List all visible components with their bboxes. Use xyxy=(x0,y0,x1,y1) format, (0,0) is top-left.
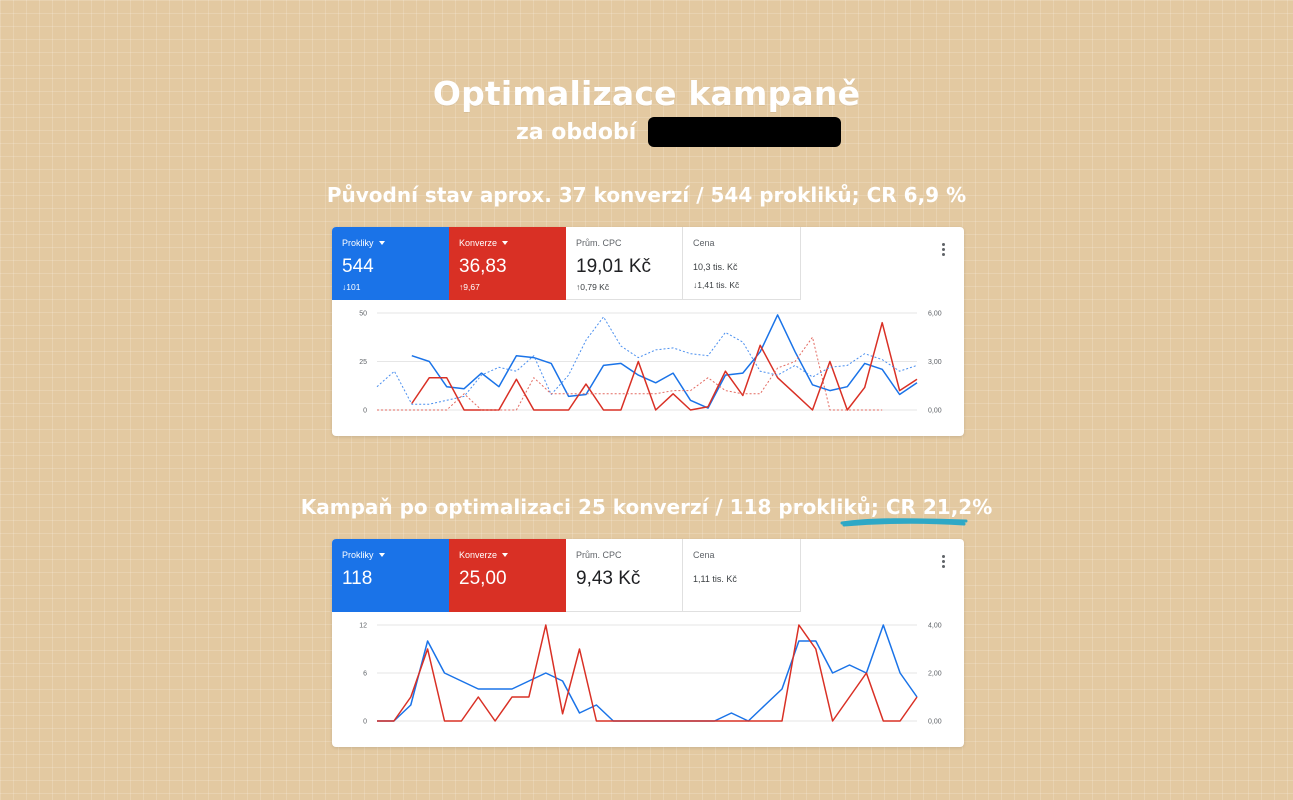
metric-label: Prům. CPC xyxy=(576,238,622,248)
right-tick-label: 3,00 xyxy=(928,359,942,366)
series-line-conversions xyxy=(377,624,918,722)
line-chart-after: 12 4,00 6 2,00 0 0,00 xyxy=(359,623,942,726)
highlight-underline xyxy=(840,518,968,527)
left-tick-label: 6 xyxy=(363,671,367,678)
metric-label: Cena xyxy=(693,238,715,248)
metric-label: Prokliky xyxy=(342,550,374,560)
metric-tile-cost[interactable]: Cena 10,3 tis. Kč ↓1,41 tis. Kč xyxy=(683,227,801,300)
subtitle-row: za období xyxy=(516,114,842,150)
series-line-clicks xyxy=(411,314,918,409)
metric-value: 118 xyxy=(342,568,373,589)
metric-change: ↓1,41 tis. Kč xyxy=(693,280,740,290)
metric-value: 1,11 tis. Kč xyxy=(693,574,737,584)
period-label: za období xyxy=(516,119,637,145)
series-line-comparison-conversions xyxy=(377,336,883,411)
redacted-period xyxy=(648,117,842,147)
left-tick-label: 12 xyxy=(359,623,367,630)
metric-change: ↑9,67 xyxy=(459,282,480,292)
right-tick-label: 4,00 xyxy=(928,623,942,630)
metric-value: 9,43 Kč xyxy=(576,568,641,589)
metric-tile-avg-cpc[interactable]: Prům. CPC 9,43 Kč xyxy=(566,539,683,612)
caret-down-icon[interactable] xyxy=(378,553,385,557)
right-tick-label: 0,00 xyxy=(928,719,942,726)
metric-value: 544 xyxy=(342,256,374,277)
metric-label: Prům. CPC xyxy=(576,550,622,560)
series-line-comparison-clicks xyxy=(376,316,918,405)
metric-label: Konverze xyxy=(459,550,498,560)
left-tick-label: 0 xyxy=(363,408,367,415)
performance-card-before: Prokliky 544 ↓101 Konverze 36,83 ↑9,67 P… xyxy=(332,227,964,436)
metric-change: ↓101 xyxy=(342,282,361,292)
metric-tiles: Prokliky 118 Konverze 25,00 Prům. CPC 9,… xyxy=(332,539,964,612)
metric-tile-conversions[interactable]: Konverze 25,00 xyxy=(449,539,566,612)
page-title: Optimalizace kampaně xyxy=(432,74,861,113)
more-vertical-icon[interactable] xyxy=(942,555,946,570)
metric-change: ↑0,79 Kč xyxy=(576,282,610,292)
caret-down-icon[interactable] xyxy=(378,241,385,245)
right-tick-label: 2,00 xyxy=(928,671,942,678)
metric-value: 19,01 Kč xyxy=(576,256,651,277)
metric-label: Konverze xyxy=(459,238,498,248)
metric-tile-clicks[interactable]: Prokliky 544 ↓101 xyxy=(332,227,449,300)
metric-value: 36,83 xyxy=(459,256,507,277)
caret-down-icon[interactable] xyxy=(502,241,509,245)
metric-value: 25,00 xyxy=(459,568,507,589)
metric-tiles: Prokliky 544 ↓101 Konverze 36,83 ↑9,67 P… xyxy=(332,227,964,300)
line-chart-before: 50 6,00 25 3,00 0 0,00 xyxy=(359,311,942,415)
metric-tile-cost[interactable]: Cena 1,11 tis. Kč xyxy=(683,539,801,612)
left-tick-label: 50 xyxy=(359,311,367,318)
right-tick-label: 6,00 xyxy=(928,311,942,318)
left-tick-label: 25 xyxy=(359,359,367,366)
metric-tile-clicks[interactable]: Prokliky 118 xyxy=(332,539,449,612)
metric-label: Prokliky xyxy=(342,238,374,248)
heading-after: Kampaň po optimalizaci 25 konverzí / 118… xyxy=(300,495,993,519)
right-tick-label: 0,00 xyxy=(928,408,942,415)
heading-before: Původní stav aprox. 37 konverzí / 544 pr… xyxy=(326,183,967,207)
metric-label: Cena xyxy=(693,550,715,560)
left-tick-label: 0 xyxy=(363,719,367,726)
caret-down-icon[interactable] xyxy=(502,553,509,557)
metric-tile-avg-cpc[interactable]: Prům. CPC 19,01 Kč ↑0,79 Kč xyxy=(566,227,683,300)
metric-tile-conversions[interactable]: Konverze 36,83 ↑9,67 xyxy=(449,227,566,300)
series-line-conversions xyxy=(411,321,918,411)
more-vertical-icon[interactable] xyxy=(942,243,946,258)
metric-value: 10,3 tis. Kč xyxy=(693,262,738,272)
performance-card-after: Prokliky 118 Konverze 25,00 Prům. CPC 9,… xyxy=(332,539,964,747)
